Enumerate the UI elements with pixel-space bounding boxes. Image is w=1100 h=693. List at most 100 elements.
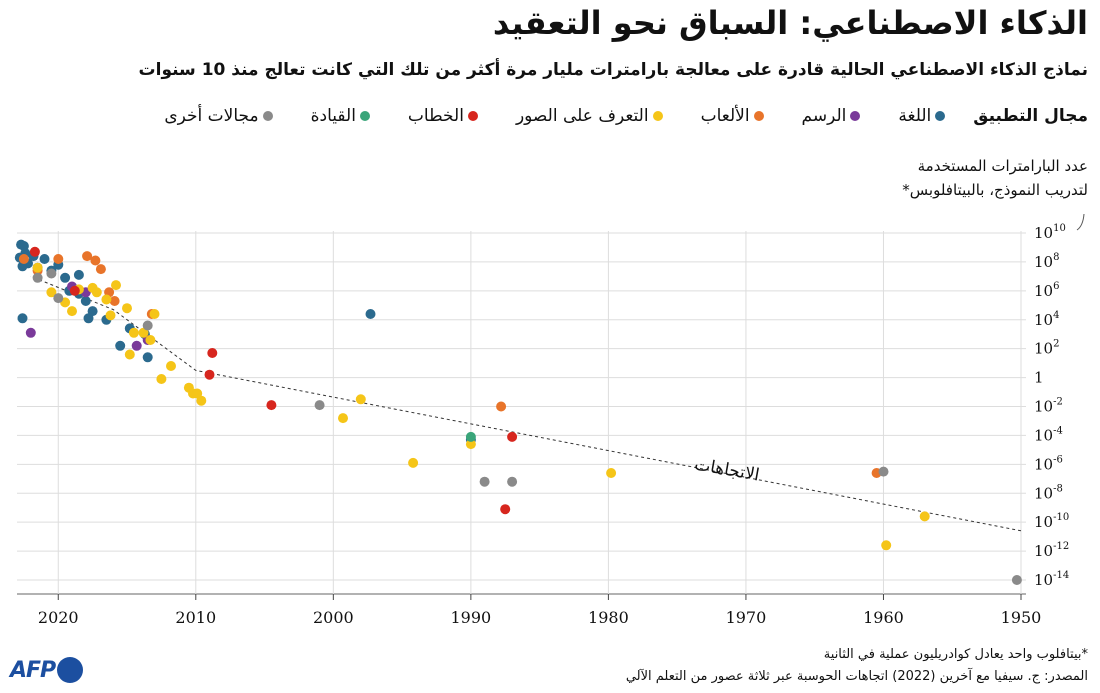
data-point <box>479 476 490 487</box>
data-point <box>69 285 80 296</box>
data-point <box>207 348 218 358</box>
y-tick-label: 108 <box>1034 252 1059 271</box>
y-tick-labels: 1010 108 106 104 102 1 10-2 10-4 10-6 10-8 10-10 10… <box>1034 213 1085 589</box>
data-point <box>314 400 325 411</box>
x-tick-label: 1950 <box>1001 608 1042 627</box>
legend-item-drawing: الرسم <box>802 106 861 126</box>
data-point <box>465 439 476 450</box>
legend-label: اللغة <box>898 106 932 126</box>
legend-dot-icon <box>850 111 861 121</box>
data-point <box>166 361 176 371</box>
data-point <box>29 246 40 257</box>
y-tick-label: 104 <box>1034 310 1059 329</box>
legend-item-speech: الخطاب <box>408 106 478 126</box>
data-point <box>91 287 102 298</box>
data-point <box>32 262 43 273</box>
y-tick-label: 10-10 <box>1034 512 1069 531</box>
legend-label: التعرف على الصور <box>515 106 649 126</box>
y-tick-label: 10-6 <box>1034 454 1063 473</box>
data-point <box>115 340 126 351</box>
data-point <box>156 374 167 384</box>
x-tick-label: 2000 <box>313 608 354 627</box>
legend-label: الخطاب <box>407 106 464 126</box>
legend-dot-icon <box>467 111 478 121</box>
trend-polyline <box>30 275 1022 532</box>
x-tick-label: 2020 <box>38 608 79 627</box>
legend-label: الألعاب <box>700 106 750 126</box>
legend-item-vision: التعرف على الصور <box>516 106 663 126</box>
x-tick-label: 1970 <box>726 608 767 627</box>
data-point <box>919 511 930 522</box>
data-point <box>1011 575 1022 585</box>
data-point <box>73 269 84 280</box>
data-point <box>365 309 376 319</box>
data-point <box>39 254 50 264</box>
legend-label: القيادة <box>310 106 356 126</box>
legend-item-other: مجالات أخرى <box>164 106 273 126</box>
data-point <box>408 457 419 468</box>
y-tick-label: 10-2 <box>1034 397 1063 416</box>
data-point <box>145 335 156 345</box>
afp-logo-circle-icon <box>57 657 84 683</box>
legend-dot-icon <box>753 111 764 121</box>
trend-label: الاتجاهات <box>693 455 761 486</box>
legend-title: مجال التطبيق <box>973 106 1088 126</box>
chart-subtitle: نماذج الذكاء الاصطناعي الحالية قادرة على… <box>138 60 1088 80</box>
y-tick-label: 106 <box>1034 281 1059 300</box>
data-point <box>25 327 36 338</box>
data-point <box>507 476 518 487</box>
data-point <box>881 540 892 551</box>
data-point <box>131 340 142 351</box>
data-point <box>80 296 91 306</box>
data-point <box>128 327 139 338</box>
source-note: المصدر: ج. سيفيا مع آخرين (2022) اتجاهات… <box>625 669 1088 684</box>
data-point <box>111 280 121 291</box>
legend-dot-icon <box>652 111 663 121</box>
y-tick-label: 102 <box>1034 339 1059 358</box>
data-point <box>60 272 71 283</box>
data-point <box>878 466 889 477</box>
x-tick-label: 1980 <box>588 608 629 627</box>
axis-curl-icon <box>1076 213 1085 231</box>
data-point <box>496 401 507 412</box>
data-points <box>14 239 1022 585</box>
data-point <box>53 293 64 304</box>
y-tick-label: 1 <box>1034 369 1044 387</box>
data-point <box>355 394 366 405</box>
y-tick-label: 10-4 <box>1034 425 1063 444</box>
data-point <box>90 255 101 266</box>
data-point <box>82 251 93 262</box>
trend-line: الاتجاهات <box>30 275 1022 532</box>
x-tick-labels: 2020 2010 2000 1990 1980 1970 1960 1950 <box>38 608 1041 627</box>
afp-logo-text: AFP <box>10 657 56 683</box>
y-tick-label: 10-8 <box>1034 483 1063 502</box>
legend-item-language: اللغة <box>898 106 946 126</box>
data-point <box>67 306 77 317</box>
data-point <box>338 413 348 424</box>
data-point <box>87 306 98 317</box>
legend-dot-icon <box>935 111 946 121</box>
data-point <box>507 431 518 442</box>
data-point <box>17 313 28 324</box>
x-tick-label: 2010 <box>175 608 216 627</box>
y-axis-label-line2: لتدريب النموذج، بالبيتافلوبس* <box>902 181 1088 199</box>
y-tick-label: 10-14 <box>1034 570 1069 589</box>
data-point <box>53 254 64 264</box>
data-point <box>124 349 135 360</box>
data-point <box>95 264 106 275</box>
data-point <box>122 303 132 314</box>
data-point <box>196 395 207 406</box>
data-point <box>500 504 511 515</box>
footnote: *بيتافلوب واحد يعادل كوادريليون عملية في… <box>823 647 1088 662</box>
data-point <box>138 327 149 338</box>
legend-dot-icon <box>359 111 370 121</box>
legend-label: مجالات أخرى <box>164 106 259 126</box>
y-tick-label: 10-12 <box>1034 541 1069 560</box>
x-tick-label: 1960 <box>863 608 904 627</box>
data-point <box>266 400 277 411</box>
y-axis-label-line1: عدد البارامترات المستخدمة <box>917 157 1088 175</box>
legend-label: الرسم <box>801 106 847 126</box>
data-point <box>142 352 153 363</box>
data-point <box>465 431 476 442</box>
y-axis-label: عدد البارامترات المستخدمة لتدريب النموذج… <box>902 154 1088 202</box>
